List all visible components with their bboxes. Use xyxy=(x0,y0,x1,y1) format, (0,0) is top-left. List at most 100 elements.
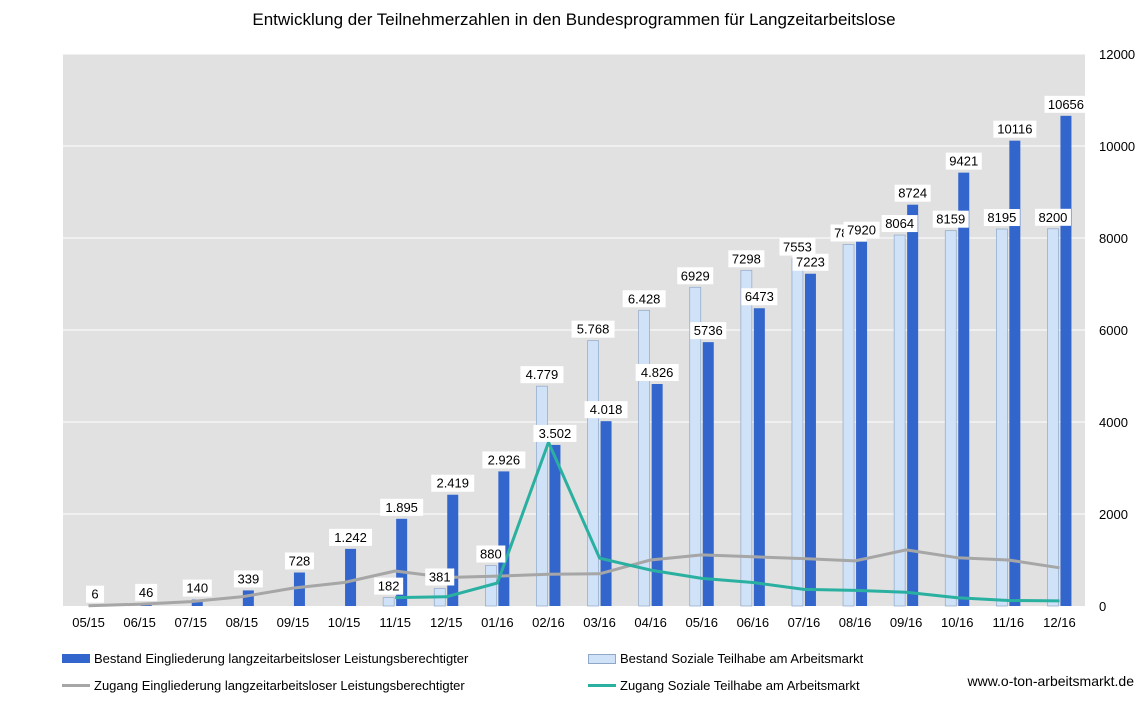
data-label: 6 xyxy=(86,585,105,603)
data-label-text: 6929 xyxy=(681,268,710,283)
data-label: 880 xyxy=(476,545,506,563)
bar-eingliederung xyxy=(447,494,459,606)
x-tick-label: 12/16 xyxy=(1043,615,1076,630)
data-label-box xyxy=(533,424,577,442)
bar-soziale-teilhabe xyxy=(791,258,804,607)
bar-eingliederung xyxy=(804,273,816,606)
lines xyxy=(88,440,1060,608)
data-label-text: 3.502 xyxy=(539,426,572,441)
bar-eingliederung xyxy=(753,308,765,606)
y-tick-label: 8000 xyxy=(1099,231,1128,246)
data-label-text: 10656 xyxy=(1048,97,1084,112)
data-label-box xyxy=(284,552,314,570)
data-label-text: 5736 xyxy=(694,323,723,338)
data-label-text: 880 xyxy=(480,547,502,562)
data-label-box xyxy=(86,585,105,603)
legend-item-bar-light: Bestand Soziale Teilhabe am Arbeitsmarkt xyxy=(588,651,863,666)
data-label: 2.419 xyxy=(431,474,475,492)
bar-eingliederung xyxy=(1009,140,1021,606)
bar-soziale-teilhabe xyxy=(638,309,651,607)
data-label-text: 339 xyxy=(237,571,259,586)
data-label: 1.242 xyxy=(329,528,373,546)
data-label-text: 2.926 xyxy=(488,452,521,467)
x-tick-label: 12/15 xyxy=(430,615,463,630)
bar-soziale-teilhabe xyxy=(1047,228,1059,607)
data-label-box xyxy=(1044,95,1088,113)
data-label-text: 9421 xyxy=(949,154,978,169)
data-label: 4.826 xyxy=(635,364,679,382)
legend-swatch-line-teal xyxy=(588,684,616,687)
data-label-text: 4.826 xyxy=(641,365,674,380)
data-label-box xyxy=(329,528,373,546)
y-axis-ticks: 0 2000 4000 6000 8000 10000 12000 xyxy=(1099,47,1135,614)
bar-soziale-teilhabe xyxy=(842,244,855,607)
bar-soziale-teilhabe xyxy=(536,385,548,607)
data-label: 7298 xyxy=(728,250,765,268)
x-tick-label: 05/15 xyxy=(72,615,105,630)
data-label-box xyxy=(843,221,880,239)
x-tick-label: 04/16 xyxy=(634,615,667,630)
data-label: 8159 xyxy=(932,210,969,228)
chart-title: Entwicklung der Teilnehmerzahlen in den … xyxy=(252,10,896,29)
x-tick-label: 07/15 xyxy=(174,615,207,630)
data-label-box xyxy=(233,570,263,588)
data-label: 7920 xyxy=(843,221,880,239)
data-label-box xyxy=(894,184,931,202)
bar-soziale-teilhabe xyxy=(689,286,702,607)
data-label-text: 8724 xyxy=(898,186,927,201)
x-tick-label: 03/16 xyxy=(583,615,616,630)
x-tick-label: 07/16 xyxy=(788,615,821,630)
bar-eingliederung xyxy=(907,204,919,607)
data-label-box xyxy=(482,451,526,469)
data-label: 5736 xyxy=(690,322,727,340)
bar-soziale-teilhabe xyxy=(944,230,957,607)
data-label: 5.768 xyxy=(571,320,615,338)
data-label-box xyxy=(881,215,918,233)
bar-eingliederung xyxy=(242,590,254,606)
data-label-text: 182 xyxy=(378,579,400,594)
y-tick-label: 6000 xyxy=(1099,323,1128,338)
data-label: 339 xyxy=(233,570,263,588)
data-label: 182 xyxy=(374,577,404,595)
data-label-box xyxy=(1034,208,1071,226)
data-label-text: 2.419 xyxy=(436,476,469,491)
data-label-box xyxy=(677,267,714,285)
bar-soziale-teilhabe xyxy=(893,234,906,607)
data-label: 728 xyxy=(284,552,314,570)
data-label-box xyxy=(728,250,765,268)
x-tick-label: 05/16 xyxy=(685,615,718,630)
x-tick-label: 06/16 xyxy=(737,615,770,630)
data-label-text: 8195 xyxy=(987,210,1016,225)
data-label: 6.428 xyxy=(622,290,666,308)
bar-soziale-teilhabe xyxy=(382,597,395,607)
data-label-box xyxy=(135,583,158,601)
data-label-box xyxy=(690,322,727,340)
data-label-box xyxy=(374,577,404,595)
legend-item-line-teal: Zugang Soziale Teilhabe am Arbeitsmarkt xyxy=(588,678,860,693)
data-label-text: 6.428 xyxy=(628,291,661,306)
data-label-box xyxy=(779,238,816,256)
data-label: 7223 xyxy=(792,253,829,271)
bar-soziale-teilhabe xyxy=(740,269,753,607)
data-label-box xyxy=(622,290,666,308)
bar-eingliederung xyxy=(651,384,663,606)
data-label-text: 8200 xyxy=(1038,210,1067,225)
data-label: 9421 xyxy=(945,152,982,170)
data-label: 8200 xyxy=(1034,208,1071,226)
data-label-box xyxy=(635,364,679,382)
data-label-box xyxy=(476,545,506,563)
line-zugang-eingliederung xyxy=(88,548,1060,608)
data-label-box xyxy=(932,210,969,228)
data-label-text: 8159 xyxy=(936,212,965,227)
x-tick-label: 11/15 xyxy=(379,615,411,630)
y-tick-label: 12000 xyxy=(1099,47,1135,62)
legend-swatch-bar-light xyxy=(588,653,616,664)
data-label-text: 381 xyxy=(429,569,451,584)
data-label: 2.926 xyxy=(482,451,526,469)
data-label-box xyxy=(182,579,212,597)
bar-eingliederung xyxy=(396,518,408,606)
bar-eingliederung xyxy=(345,548,357,606)
data-label: 6929 xyxy=(677,267,714,285)
